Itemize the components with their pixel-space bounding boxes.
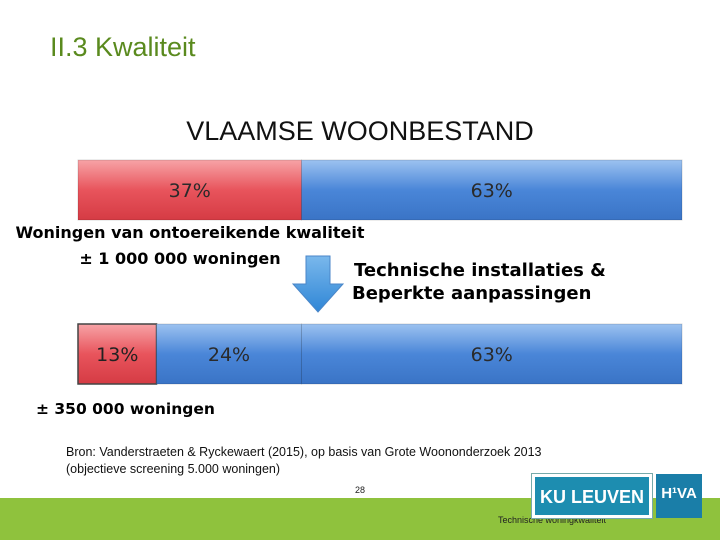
bar-1-label-2: 63% [471,180,513,202]
source-line-1: Bron: Vanderstraeten & Ryckewaert (2015)… [66,445,542,459]
ku-leuven-logo: KU LEUVEN [532,474,652,518]
bar-2-label-2: 24% [208,344,250,366]
ku-leuven-logo-text: KU LEUVEN [539,487,644,507]
right-note-line1: Technische installaties & [354,260,606,281]
bar-1-label-1: 37% [169,180,211,202]
slide-title: II.3 Kwaliteit [50,32,196,62]
page-number: 28 [354,485,365,495]
top-note-line2: ± 1 000 000 woningen [79,249,280,268]
hiva-logo-text: H¹VA [661,485,697,502]
bottom-note: ± 350 000 woningen [36,400,215,418]
footer-caption: Technische woningkwaliteit [498,515,607,525]
source-note: Bron: Vanderstraeten & Ryckewaert (2015)… [66,444,626,478]
bar-2-segment-3 [300,323,683,385]
hiva-logo: H¹VA [656,474,702,518]
bar-1-segment-1 [77,159,302,221]
bar-2-label-1: 13% [96,344,138,366]
right-note-line2: Beperkte aanpassingen [352,283,591,304]
bar-2-label-3: 63% [471,344,513,366]
down-arrow-icon [291,255,345,313]
bar-2-segment-1 [77,323,158,385]
bar-1-segment-2 [300,159,683,221]
bar-2-segment-2 [156,323,302,385]
source-line-2: (objectieve screening 5.000 woningen) [66,462,281,476]
chart-title: VLAAMSE WOONBESTAND [186,116,534,146]
top-note-line1: Woningen van ontoereikende kwaliteit [15,223,364,242]
